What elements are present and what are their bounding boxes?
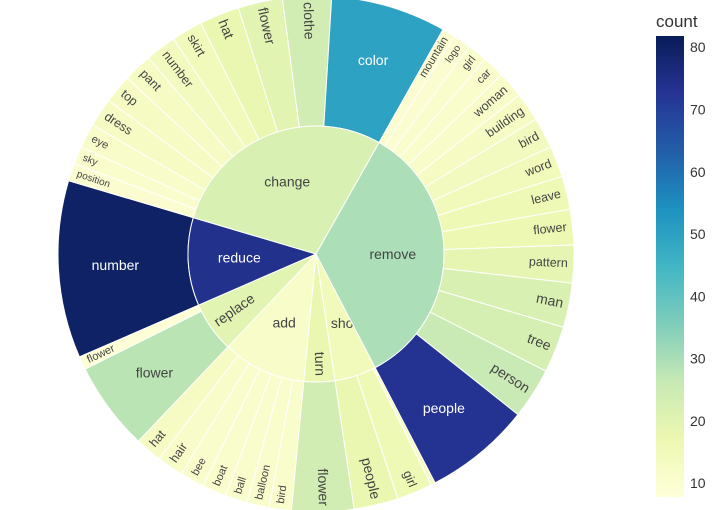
colorbar-tick: 20 — [690, 413, 706, 429]
colorbar-tick: 60 — [690, 164, 706, 180]
outer-slice-label: leave — [530, 187, 562, 208]
colorbar-gradient — [656, 36, 684, 497]
outer-slice-label: hat — [215, 17, 237, 41]
colorbar-tick: 40 — [690, 288, 706, 304]
outer-slice-label: flower — [315, 468, 332, 506]
inner-slice — [227, 252, 317, 382]
outer-slice-label: clothe — [301, 2, 318, 40]
outer-slice-label: ball — [232, 475, 249, 495]
sunburst: handballhandarmhandbirdmoonballpuppyboyg… — [57, 0, 575, 510]
inner-slice — [315, 141, 445, 369]
outer-slice-label: number — [92, 257, 140, 273]
inner-slice-label: remove — [369, 246, 416, 262]
outer-slice-label: man — [535, 290, 565, 311]
colorbar-tick: 10 — [690, 475, 706, 491]
colorbar-tick: 80 — [690, 39, 706, 55]
inner-slice — [187, 217, 318, 306]
outer-slice-label: people — [423, 400, 465, 416]
colorbar: count 10 20 30 40 50 60 70 80 — [656, 12, 706, 497]
inner-slice-label: add — [272, 315, 295, 331]
outer-slice-label: flower — [136, 364, 174, 380]
outer-slice-label: flower — [255, 6, 279, 46]
outer-slice-label: sky — [81, 153, 99, 169]
outer-slice-label: pattern — [529, 255, 568, 271]
inner-slice-label: turn — [312, 352, 329, 377]
colorbar-tick: 30 — [690, 351, 706, 367]
colorbar-tick: 50 — [690, 226, 706, 242]
outer-slice-label: color — [358, 52, 389, 68]
outer-slice-label: bird — [275, 485, 289, 505]
colorbar-title: count — [656, 12, 698, 31]
outer-slice-label: flower — [533, 220, 568, 237]
inner-slice — [192, 125, 380, 255]
colorbar-tick: 70 — [690, 101, 706, 117]
inner-slice-label: reduce — [218, 249, 261, 265]
outer-slice-label: girl — [400, 468, 419, 489]
inner-slice-label: change — [264, 173, 310, 189]
